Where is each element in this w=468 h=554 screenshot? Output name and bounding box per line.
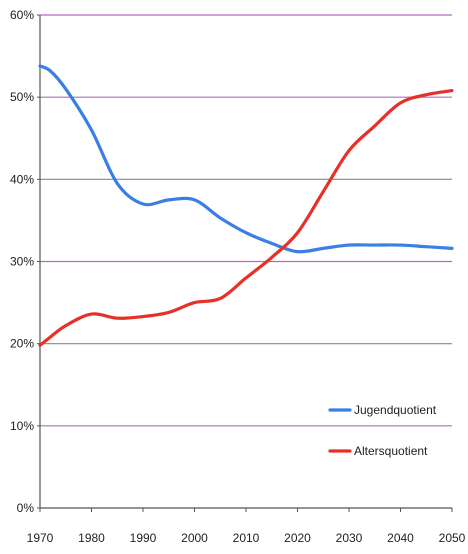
- series-line-jugendquotient: [38, 64, 454, 254]
- x-tick-labels: 1970 1980 1990 2000 2010 2020 2030 2040 2050: [27, 531, 466, 545]
- axes: [37, 14, 453, 512]
- y-tick-label: 10%: [10, 419, 34, 433]
- legend-label-altersquotient: Altersquotient: [354, 444, 428, 458]
- x-tick-label: 2040: [387, 531, 414, 545]
- y-tick-label: 50%: [10, 90, 34, 104]
- y-tick-label: 40%: [10, 172, 34, 186]
- y-tick-label: 60%: [10, 8, 34, 22]
- gridlines: [40, 14, 452, 427]
- legend-label-jugendquotient: Jugendquotient: [354, 403, 437, 417]
- x-tick-label: 2030: [336, 531, 363, 545]
- x-tick-label: 2050: [439, 531, 466, 545]
- y-tick-label: 20%: [10, 337, 34, 351]
- x-tick-label: 2010: [233, 531, 260, 545]
- series-lines: [38, 64, 454, 347]
- x-tick-label: 2020: [284, 531, 311, 545]
- x-tick-label: 2000: [181, 531, 208, 545]
- legend: Jugendquotient Altersquotient: [328, 403, 437, 458]
- y-tick-labels: 0% 10% 20% 30% 40% 50% 60%: [10, 8, 34, 515]
- x-tick-label: 1980: [78, 531, 105, 545]
- x-tick-label: 1970: [27, 531, 54, 545]
- y-tick-label: 30%: [10, 255, 34, 269]
- x-tick-label: 1990: [130, 531, 157, 545]
- y-tick-label: 0%: [17, 501, 35, 515]
- series-line-altersquotient: [38, 88, 454, 347]
